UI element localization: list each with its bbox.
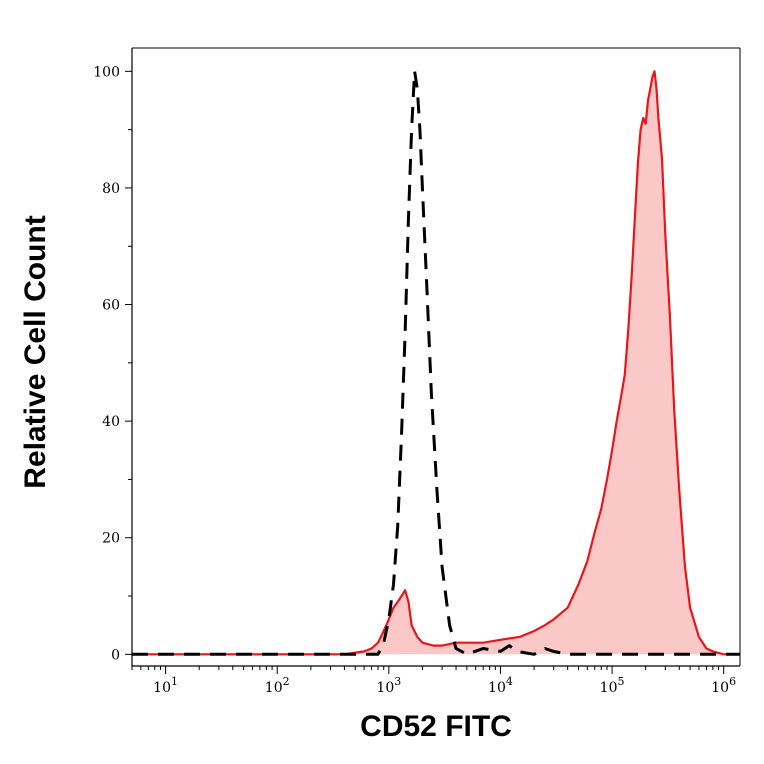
- x-axis-ticks: 101 102 103 104 105 106: [131, 666, 736, 696]
- y-tick-label-60: 60: [102, 298, 120, 314]
- x-tick-label-1: 101: [153, 675, 178, 696]
- x-axis-title: CD52 FITC: [360, 710, 512, 743]
- y-tick-label-0: 0: [111, 647, 120, 663]
- series-1-dashed-line: [132, 69, 740, 656]
- y-tick-label-100: 100: [93, 64, 120, 80]
- x-tick-label-4: 104: [488, 675, 513, 696]
- y-axis-ticks: 0 20 40 60 80 100: [93, 64, 132, 663]
- x-tick-label-3: 103: [376, 675, 401, 696]
- series-0-line: [132, 70, 740, 656]
- plot-frame: [131, 47, 741, 667]
- y-axis-title: Relative Cell Count: [19, 215, 52, 488]
- series-layer: [132, 69, 740, 656]
- y-tick-label-80: 80: [102, 181, 120, 197]
- y-tick-label-20: 20: [102, 531, 120, 547]
- x-tick-label-6: 106: [711, 675, 736, 696]
- y-tick-label-40: 40: [102, 414, 120, 430]
- x-tick-label-2: 102: [265, 675, 290, 696]
- series-0-area: [132, 71, 740, 655]
- x-tick-label-5: 105: [600, 675, 625, 696]
